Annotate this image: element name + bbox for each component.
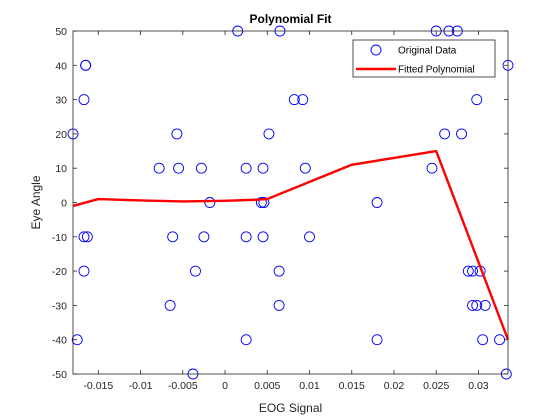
data-point [78, 94, 90, 106]
data-point [371, 334, 383, 346]
y-tick-label: -40 [52, 335, 67, 347]
data-point [304, 231, 315, 243]
x-tick-label: 0.005 [254, 380, 280, 392]
data-point [153, 162, 165, 174]
data-point [204, 197, 216, 208]
y-tick-label: 40 [55, 60, 67, 72]
data-point [71, 334, 83, 346]
legend-box [352, 39, 496, 78]
x-tick-label: 0.015 [339, 380, 365, 392]
data-point [299, 162, 311, 174]
y-tick-label: -10 [52, 232, 67, 244]
y-axis-title: Eye Angle [29, 175, 43, 229]
x-tick-label: 0.025 [423, 380, 449, 392]
y-tick-label: 50 [55, 26, 67, 38]
legend-marker-original-data [370, 44, 382, 56]
data-point [494, 334, 506, 346]
x-axis: -0.015 -0.01 -0.005 0 0.005 0.01 0.015 0.02 0.02… [83, 31, 489, 392]
x-tick-label: 0.01 [299, 380, 320, 392]
x-axis-title: EOG Signal [259, 401, 322, 415]
x-tick-label: -0.015 [83, 380, 113, 392]
x-tick-label: 0 [222, 380, 228, 392]
data-point [240, 231, 252, 243]
data-point [81, 231, 93, 243]
data-point [164, 299, 176, 311]
data-point [190, 265, 201, 277]
data-point [439, 128, 451, 140]
data-point [462, 265, 474, 277]
data-point [263, 128, 275, 140]
data-point [80, 59, 92, 71]
y-tick-label: -20 [52, 266, 67, 278]
data-point [467, 265, 478, 277]
data-point [78, 265, 90, 277]
chart-title: Polynomial Fit [249, 12, 331, 26]
data-point [195, 162, 207, 174]
data-point [273, 265, 285, 277]
data-point [273, 299, 285, 311]
data-point [258, 197, 270, 208]
fitted-polynomial-line [72, 149, 510, 341]
legend-label-fitted-polynomial: Fitted Polynomial [398, 65, 475, 76]
x-tick-label: 0.02 [384, 380, 405, 392]
data-point [477, 334, 489, 346]
y-tick-label: 0 [61, 198, 67, 210]
data-point [78, 231, 90, 243]
data-point [288, 94, 300, 106]
data-point [456, 128, 467, 140]
y-tick-label: -30 [52, 300, 67, 312]
plot-area [73, 31, 508, 374]
data-point [371, 197, 383, 208]
y-tick-label: 10 [55, 163, 67, 175]
legend: Original Data Fitted Polynomial [352, 39, 496, 78]
data-point [171, 128, 183, 140]
y-tick-label: -50 [52, 369, 67, 381]
data-point [257, 162, 269, 174]
data-point [173, 162, 185, 174]
data-point [467, 299, 478, 311]
data-point [471, 94, 483, 106]
legend-label-original-data: Original Data [398, 46, 457, 57]
data-point [255, 197, 267, 208]
y-axis: -50 -40 -30 -20 -10 0 10 20 30 40 50 [52, 26, 508, 381]
data-point [426, 162, 438, 174]
data-point [297, 94, 309, 106]
x-tick-label: -0.005 [168, 380, 198, 392]
data-point [167, 231, 179, 243]
data-point [257, 231, 269, 243]
data-point [471, 299, 483, 311]
y-tick-label: 30 [55, 95, 67, 107]
x-tick-label: 0.03 [468, 380, 489, 392]
y-tick-label: 20 [55, 129, 67, 141]
plot-frame [72, 30, 509, 375]
data-point [240, 334, 252, 346]
data-point [479, 299, 491, 311]
data-point [240, 162, 252, 174]
data-point [198, 231, 210, 243]
x-tick-label: -0.01 [129, 380, 153, 392]
